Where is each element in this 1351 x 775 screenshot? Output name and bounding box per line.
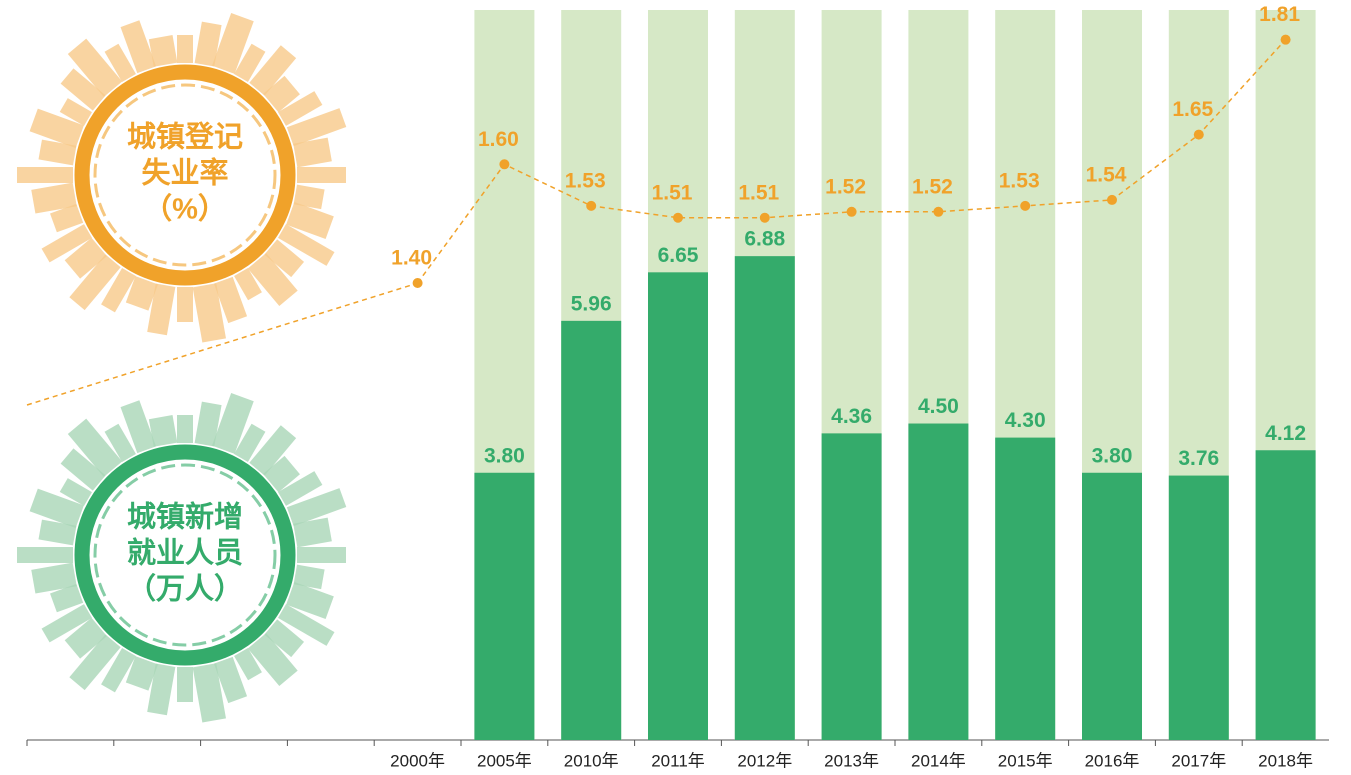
data-label: 1.52 (912, 175, 953, 198)
point (586, 201, 596, 211)
data-label: 1.51 (738, 181, 779, 204)
point (413, 278, 423, 288)
legend-label: 就业人员 (127, 536, 243, 570)
point (1020, 201, 1030, 211)
x-tick-label: 2013年 (824, 751, 879, 770)
point (1107, 195, 1117, 205)
x-tick-label: 2017年 (1171, 751, 1226, 770)
point (1194, 130, 1204, 140)
x-tick-label: 2014年 (911, 751, 966, 770)
data-label: 3.80 (484, 444, 525, 467)
decoration (149, 35, 177, 67)
bar (908, 424, 968, 740)
bar (995, 438, 1055, 740)
data-label: 6.65 (658, 244, 699, 267)
decoration (17, 167, 73, 183)
x-tick-label: 2010年 (564, 751, 619, 770)
data-label: 1.81 (1259, 3, 1300, 26)
decoration (177, 287, 193, 322)
legend-label: 城镇登记 (127, 121, 243, 154)
data-label: 4.50 (918, 395, 959, 418)
data-label: 4.36 (831, 405, 872, 428)
point (673, 213, 683, 223)
data-label: 4.30 (1005, 409, 1046, 432)
legend-label: （万人） (127, 573, 243, 606)
data-label: 5.96 (571, 292, 612, 315)
data-label: 1.53 (999, 169, 1040, 192)
x-tick-label: 2018年 (1258, 751, 1313, 770)
decoration (177, 667, 193, 702)
legend-label: 失业率 (141, 156, 228, 190)
data-label: 1.53 (565, 169, 606, 192)
decoration (177, 415, 193, 443)
x-tick-label: 2012年 (737, 751, 792, 770)
data-label: 1.40 (391, 247, 432, 270)
bar (648, 272, 708, 740)
point (760, 213, 770, 223)
bar (1169, 476, 1229, 740)
x-tick-label: 2011年 (651, 751, 705, 770)
legend-label: （%） (143, 193, 227, 226)
x-tick-label: 2000年 (390, 751, 445, 770)
data-label: 1.65 (1172, 98, 1213, 121)
data-label: 1.51 (652, 181, 693, 204)
decoration (297, 547, 346, 563)
decoration (17, 547, 73, 563)
x-tick-label: 2016年 (1085, 751, 1140, 770)
decoration (149, 415, 177, 447)
bar (1082, 473, 1142, 740)
data-label: 6.88 (744, 228, 785, 251)
point (499, 159, 509, 169)
data-label: 3.76 (1178, 447, 1219, 470)
bar (822, 433, 882, 740)
point (933, 207, 943, 217)
chart: 城镇新增就业人员（万人） 城镇登记失业率（%） 2000年 2005年 2010年 201… (0, 0, 1351, 775)
data-label: 1.52 (825, 175, 866, 198)
data-label: 4.12 (1265, 422, 1306, 445)
data-label: 1.54 (1086, 163, 1127, 186)
x-tick-label: 2005年 (477, 751, 532, 770)
point (847, 207, 857, 217)
data-label: 3.80 (1092, 444, 1133, 467)
bar (561, 321, 621, 740)
legend-entry: 城镇登记失业率（%） (17, 13, 346, 343)
bar (1256, 450, 1316, 740)
legend-label: 城镇新增 (127, 501, 243, 534)
decoration (177, 35, 193, 63)
decoration (297, 167, 346, 183)
data-label: 1.60 (478, 128, 519, 151)
point (1281, 35, 1291, 45)
x-tick-label: 2015年 (998, 751, 1053, 770)
bar (474, 473, 534, 740)
bar (735, 256, 795, 740)
